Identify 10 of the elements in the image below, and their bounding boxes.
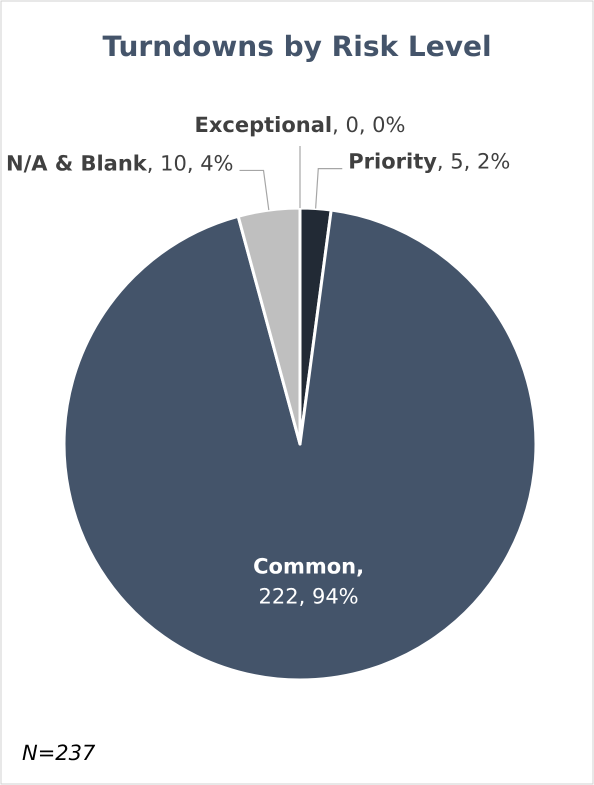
chart-title: Turndowns by Risk Level [102, 30, 492, 63]
category-label: Exceptional [194, 113, 332, 137]
data-label: , 5, 2% [436, 150, 510, 174]
text: N=237 [22, 741, 96, 765]
slice-label: N/A & Blank [6, 151, 148, 176]
data-label: , 10, 4% [146, 151, 234, 176]
text: , 0, 0% [332, 113, 406, 137]
slice-label: Priority [348, 150, 438, 174]
slice-label: Common [253, 554, 356, 579]
pie-slice [62, 208, 538, 682]
